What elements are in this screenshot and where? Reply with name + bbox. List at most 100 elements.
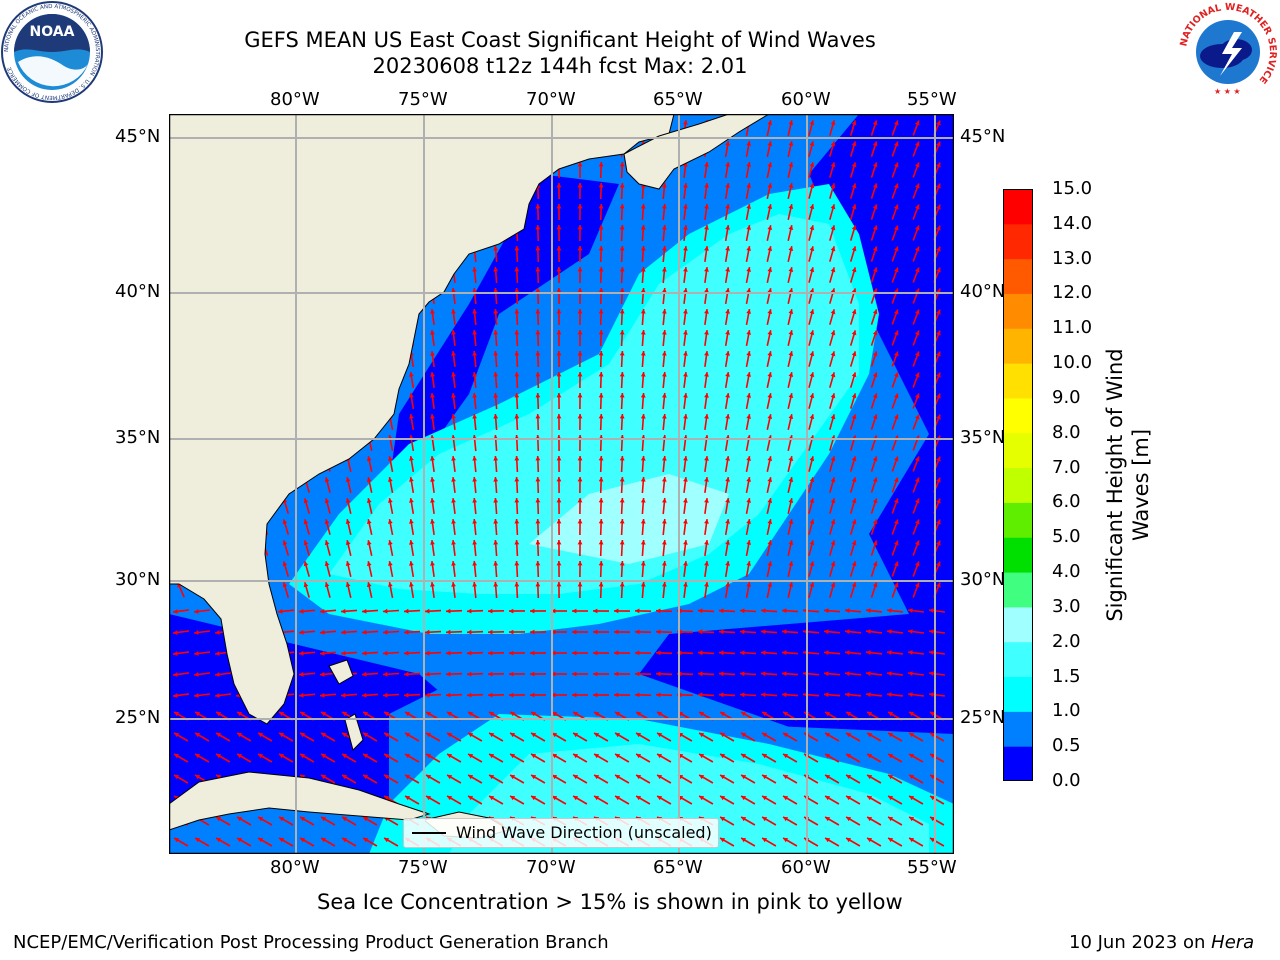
wave-direction-arrowhead (725, 330, 730, 335)
wave-direction-arrowhead (725, 288, 730, 293)
wave-direction-arrowhead (788, 120, 794, 125)
wave-direction-arrowhead (746, 162, 751, 167)
wave-direction-arrowhead (451, 540, 456, 545)
wave-direction-arrowhead (593, 608, 598, 614)
wave-direction-arrowhead (767, 498, 773, 503)
wave-direction-arrowhead (851, 582, 857, 588)
wave-direction-arrowhead (598, 477, 604, 482)
wave-direction-arrowhead (894, 519, 899, 525)
wave-direction-arrowhead (493, 519, 499, 524)
wave-direction-arrowhead (216, 775, 222, 780)
wave-direction-arrowhead (788, 183, 794, 188)
wave-direction-arrowhead (514, 414, 520, 419)
wave-direction-arrowhead (783, 712, 789, 717)
wave-direction-arrowhead (619, 309, 625, 314)
wave-direction-arrowhead (761, 650, 766, 656)
wave-direction-arrowhead (662, 225, 667, 230)
wave-direction-arrowhead (846, 712, 852, 717)
wave-direction-arrowhead (846, 817, 852, 822)
wave-direction-arrowhead (493, 288, 499, 293)
wave-direction-arrowhead (598, 246, 604, 251)
wave-direction-arrowhead (572, 671, 577, 677)
wave-direction-arrowhead (846, 733, 852, 738)
footer-left: NCEP/EMC/Verification Post Processing Pr… (13, 932, 609, 953)
wave-direction-arrowhead (720, 775, 726, 780)
wave-direction-arrowhead (303, 561, 309, 567)
wave-direction-arrowhead (468, 754, 474, 759)
wave-direction-arrowhead (740, 629, 745, 635)
wave-direction-arrowhead (894, 141, 899, 147)
wave-direction-arrowhead (472, 477, 477, 482)
wave-direction-arrowhead (619, 414, 625, 419)
wave-direction-arrowhead (930, 796, 936, 801)
wave-direction-arrowhead (788, 330, 794, 335)
wave-direction-arrowhead (173, 609, 178, 614)
wave-direction-arrowhead (489, 733, 495, 738)
wave-direction-arrowhead (915, 414, 920, 420)
wave-direction-arrowhead (282, 540, 288, 546)
wave-direction-arrowhead (573, 796, 579, 801)
wave-direction-arrowhead (657, 775, 663, 780)
colorbar-tick-label: 12.0 (1052, 282, 1093, 304)
wave-direction-arrowhead (782, 650, 787, 656)
wave-direction-arrowhead (788, 351, 794, 356)
wave-direction-arrowhead (598, 456, 604, 461)
wave-direction-arrowhead (446, 692, 451, 698)
colorbar-swatch (1003, 467, 1033, 503)
wave-direction-arrowhead (741, 817, 747, 822)
wave-direction-arrowhead (930, 838, 936, 843)
wave-direction-arrowhead (767, 414, 773, 419)
wave-direction-arrowhead (656, 671, 661, 677)
wave-direction-arrowhead (741, 796, 747, 801)
wave-direction-arrowhead (683, 351, 688, 356)
wave-direction-arrowhead (888, 754, 894, 759)
wave-direction-arrowhead (324, 498, 330, 504)
noaa-logo: NATIONAL OCEANIC AND ATMOSPHERIC ADMINIS… (1, 1, 103, 103)
wave-direction-arrowhead (514, 498, 520, 503)
wave-direction-arrowhead (321, 775, 327, 780)
wave-direction-arrowhead (936, 393, 941, 399)
wave-direction-arrowhead (577, 225, 583, 230)
wave-direction-arrowhead (619, 393, 625, 398)
wave-direction-arrowhead (830, 330, 836, 336)
wave-direction-arrowhead (173, 630, 178, 635)
wave-direction-arrowhead (872, 540, 878, 546)
wave-direction-arrowhead (472, 309, 477, 314)
wave-direction-arrowhead (888, 838, 894, 843)
wave-direction-arrowhead (320, 692, 325, 698)
wave-direction-arrowhead (472, 540, 477, 545)
wave-direction-arrowhead (341, 650, 346, 656)
wave-direction-arrowhead (342, 775, 348, 780)
wave-direction-arrowhead (472, 561, 477, 566)
wave-direction-arrowhead (409, 393, 414, 398)
wave-direction-arrowhead (936, 141, 941, 147)
wave-direction-arrowhead (640, 267, 646, 272)
wave-direction-arrowhead (514, 393, 520, 398)
colorbar-swatch (1003, 258, 1033, 294)
wave-direction-arrowhead (467, 629, 472, 635)
wave-direction-arrowhead (720, 733, 726, 738)
wave-direction-arrowhead (594, 733, 600, 738)
wave-direction-arrowhead (851, 456, 857, 462)
wave-direction-arrowhead (767, 540, 773, 545)
wave-direction-arrowhead (619, 561, 625, 566)
wave-direction-arrowhead (725, 309, 730, 314)
wave-direction-arrowhead (451, 309, 456, 314)
wave-direction-arrowhead (324, 561, 330, 567)
wave-direction-arrowhead (656, 692, 661, 698)
wave-direction-arrowhead (851, 330, 857, 336)
wave-direction-arrowhead (704, 477, 709, 482)
wave-direction-arrowhead (551, 671, 556, 677)
wave-direction-arrowhead (426, 712, 432, 717)
wave-direction-arrowhead (216, 712, 222, 717)
wave-direction-arrowhead (662, 414, 667, 419)
wave-direction-arrowhead (619, 519, 625, 524)
wave-direction-arrowhead (894, 351, 899, 357)
wave-direction-arrowhead (279, 838, 285, 843)
wave-direction-arrowhead (320, 650, 325, 656)
wave-direction-arrowhead (725, 372, 730, 377)
wave-direction-arrowhead (788, 414, 794, 419)
wave-direction-arrowhead (872, 141, 878, 147)
wave-direction-arrowhead (640, 393, 646, 398)
wave-direction-arrowhead (788, 393, 794, 398)
